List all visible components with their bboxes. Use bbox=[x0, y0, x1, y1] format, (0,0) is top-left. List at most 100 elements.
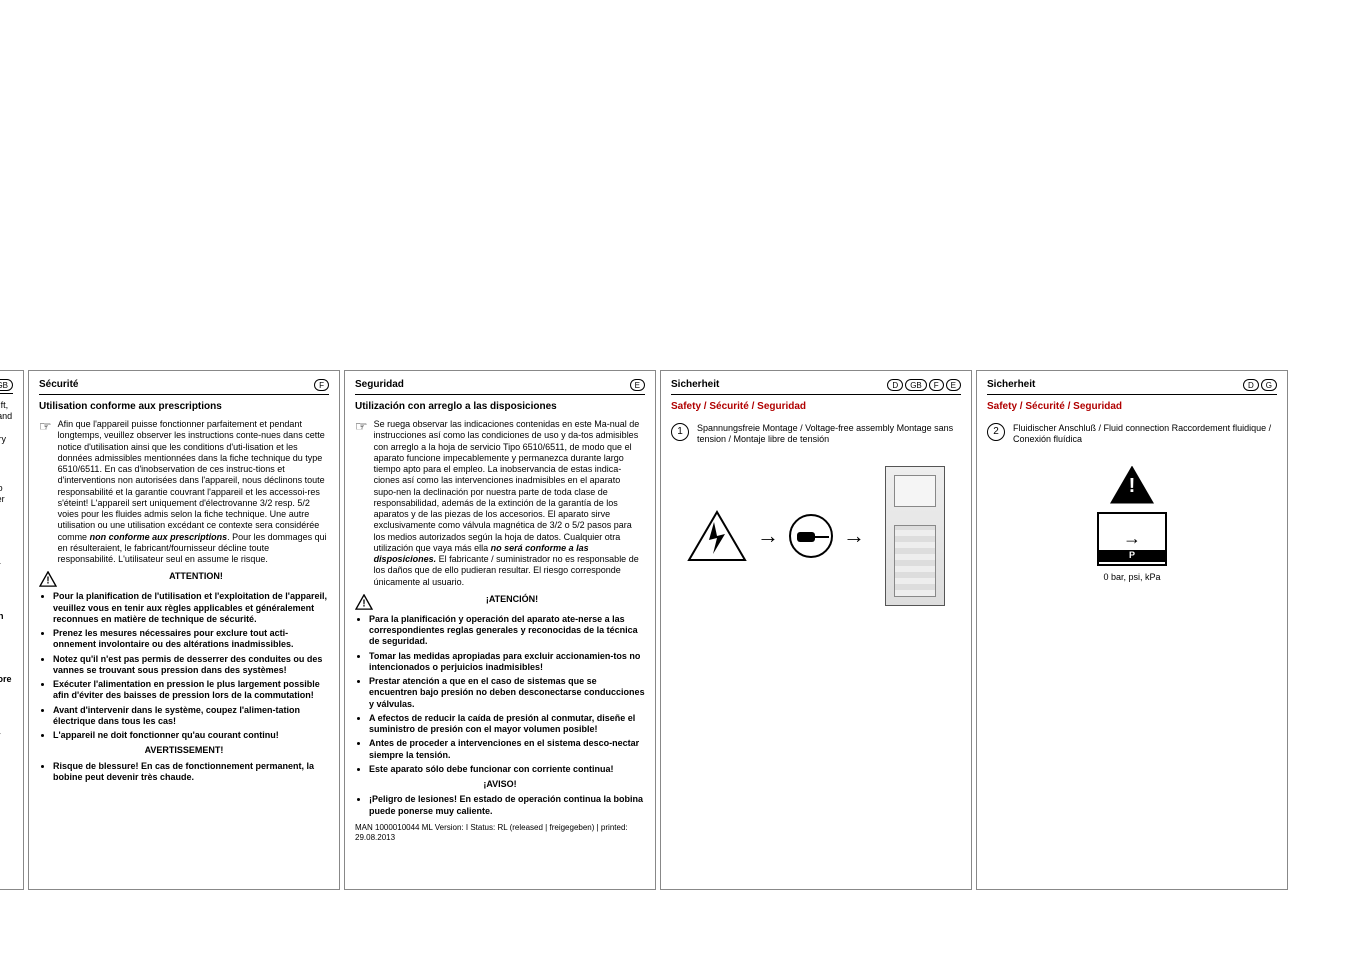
panel-gb-header: GB bbox=[0, 379, 13, 394]
safety1-step: 1 Spannungsfreie Montage / Voltage-free … bbox=[671, 423, 961, 446]
hand-icon: ☞ bbox=[355, 419, 368, 588]
safety2-step: 2 Fluidischer Anschluß / Fluid connectio… bbox=[987, 423, 1277, 446]
panel-es-title: Seguridad bbox=[355, 379, 404, 392]
es-intro-row: ☞ Se ruega observar las indicaciones con… bbox=[355, 419, 645, 588]
arrow-icon: → bbox=[1123, 527, 1141, 550]
gb-attention-title: ATTENTION! bbox=[0, 534, 13, 545]
safety1-pills: D GB F E bbox=[887, 379, 961, 391]
list-item: Tomar las medidas apropiadas para exclui… bbox=[369, 651, 645, 674]
safety2-step-text: Fluidischer Anschluß / Fluid connection … bbox=[1013, 423, 1277, 446]
safety2-header: Sicherheit D G bbox=[987, 379, 1277, 395]
panel-safety-1: Sicherheit D GB F E Safety / Sécurité / … bbox=[660, 370, 972, 890]
gb-warning-title: WARNING! bbox=[0, 714, 13, 725]
list-item: ¡Peligro de lesiones! En estado de opera… bbox=[369, 794, 645, 817]
es-heading: Utilización con arreglo a las disposicio… bbox=[355, 401, 645, 414]
warning-triangle-icon: ! bbox=[355, 594, 373, 610]
gb-attention: ATTENTION! re to observe generally accep… bbox=[0, 534, 13, 741]
panel-fr: Sécurité F Utilisation conforme aux pres… bbox=[28, 370, 340, 890]
fr-warning-list: Risque de blessure! En cas de fonctionne… bbox=[53, 761, 329, 784]
plug-icon bbox=[789, 514, 833, 558]
list-item: Notez qu'il n'est pas permis de desserre… bbox=[53, 654, 329, 677]
safety1-title: Sicherheit bbox=[671, 379, 719, 392]
safety1-illustration: → → bbox=[671, 466, 961, 606]
list-item: Para la planificación y operación del ap… bbox=[369, 614, 645, 648]
panel-gb: GB e the proper function of the device a… bbox=[0, 370, 24, 890]
list-item: Avant d'intervenir dans le système, coup… bbox=[53, 705, 329, 728]
warning-triangle-icon bbox=[1110, 466, 1154, 504]
list-item: Pour la planification de l'utilisation e… bbox=[53, 591, 329, 625]
gauge-caption: 0 bar, psi, kPa bbox=[987, 572, 1277, 583]
fr-bullets: Pour la planification de l'utilisation e… bbox=[53, 591, 329, 741]
lang-pill: GB bbox=[905, 379, 927, 391]
es-intro: Se ruega observar las indicaciones conte… bbox=[374, 419, 645, 588]
safety1-subtitle: Safety / Sécurité / Seguridad bbox=[671, 401, 961, 414]
lang-pill: D bbox=[887, 379, 903, 391]
list-item: re to observe generally accepted safety … bbox=[0, 549, 13, 594]
list-item: Risque de blessure! En cas de fonctionne… bbox=[53, 761, 329, 784]
list-item: Prestar atención a que en el caso de sis… bbox=[369, 676, 645, 710]
gb-body1: e the proper function of the device and … bbox=[0, 400, 13, 479]
panel-row: GB e the proper function of the device a… bbox=[0, 370, 1292, 890]
svg-text:!: ! bbox=[362, 598, 365, 609]
safety1-step-text: Spannungsfreie Montage / Voltage-free as… bbox=[697, 423, 961, 446]
pressure-gauge-icon: → P bbox=[1097, 512, 1167, 566]
fr-intro-row: ☞ Afin que l'appareil puisse fonctionner… bbox=[39, 419, 329, 565]
list-item: s be sure to switch off the voltage supp… bbox=[0, 674, 13, 697]
gb-warning-list: t touch the coil during use as it become… bbox=[0, 730, 13, 741]
es-intro-text: Se ruega observar las indicaciones conte… bbox=[374, 419, 640, 553]
lang-pill: G bbox=[1261, 379, 1277, 391]
gb-bullets: re to observe generally accepted safety … bbox=[0, 549, 13, 710]
list-item: Exécuter l'alimentation en pression le p… bbox=[53, 679, 329, 702]
list-item: t attemp to detach or unscrew any lines … bbox=[0, 611, 13, 634]
panel-es: Seguridad E Utilización con arreglo a la… bbox=[344, 370, 656, 890]
panel-fr-title: Sécurité bbox=[39, 379, 78, 392]
safety2-subtitle: Safety / Sécurité / Seguridad bbox=[987, 401, 1277, 414]
safety2-title: Sicherheit bbox=[987, 379, 1035, 392]
lang-pill-f: F bbox=[314, 379, 329, 391]
es-footer: MAN 1000010044 ML Version: I Status: RL … bbox=[355, 823, 645, 843]
fr-intro-text: Afin que l'appareil puisse fonctionner p… bbox=[58, 419, 325, 542]
list-item: A efectos de reducir la caída de presión… bbox=[369, 713, 645, 736]
device-illustration bbox=[885, 466, 945, 606]
fr-intro-bold: non conforme aux prescriptions bbox=[90, 532, 228, 542]
list-item: Este aparato sólo debe funcionar con cor… bbox=[369, 764, 645, 775]
safety2-illustration: → P 0 bar, psi, kPa bbox=[987, 466, 1277, 583]
es-attention-title: ¡ATENCIÓN! bbox=[379, 594, 645, 605]
warning-triangle-icon: ! bbox=[39, 571, 57, 587]
list-item: Antes de proceder a intervenciones en el… bbox=[369, 738, 645, 761]
fr-attention: ! ATTENTION! Pour la planification de l'… bbox=[39, 571, 329, 783]
fr-warning-title: AVERTISSEMENT! bbox=[39, 745, 329, 756]
es-bullets: Para la planificación y operación del ap… bbox=[369, 614, 645, 775]
arrow-icon: → bbox=[843, 522, 865, 550]
gauge-p-label: P bbox=[1099, 550, 1165, 561]
es-attention: ! ¡ATENCIÓN! Para la planificación y ope… bbox=[355, 594, 645, 817]
gb-body2: s exclusively as a 3/2 or 5/2-way soleno… bbox=[0, 483, 13, 528]
list-item: t touch the coil during use as it become… bbox=[0, 730, 13, 741]
voltage-triangle-icon bbox=[687, 510, 747, 562]
lang-pill: F bbox=[929, 379, 944, 391]
safety2-pills: D G bbox=[1243, 379, 1277, 391]
hand-icon: ☞ bbox=[39, 419, 52, 565]
step-number-1: 1 bbox=[671, 423, 689, 441]
fr-attention-title: ATTENTION! bbox=[63, 571, 329, 582]
lang-pill: D bbox=[1243, 379, 1259, 391]
es-warning-list: ¡Peligro de lesiones! En estado de opera… bbox=[369, 794, 645, 817]
es-warning-title: ¡AVISO! bbox=[355, 779, 645, 790]
list-item: Prenez les mesures nécessaires pour excl… bbox=[53, 628, 329, 651]
lang-pill: E bbox=[946, 379, 961, 391]
arrow-icon: → bbox=[757, 522, 779, 550]
list-item: evice may only be operated by direct cur… bbox=[0, 699, 13, 710]
lang-pill-gb: GB bbox=[0, 379, 13, 391]
gb-body2-text: s exclusively as a 3/2 or 5/2-way soleno… bbox=[0, 483, 5, 516]
lang-pill-e: E bbox=[630, 379, 645, 391]
step-number-2: 2 bbox=[987, 423, 1005, 441]
fr-intro: Afin que l'appareil puisse fonctionner p… bbox=[58, 419, 329, 565]
list-item: ut the pressure supply to have as large … bbox=[0, 637, 13, 671]
fr-heading: Utilisation conforme aux prescriptions bbox=[39, 401, 329, 414]
list-item: t impair the operation of the device. bbox=[0, 597, 13, 608]
safety1-header: Sicherheit D GB F E bbox=[671, 379, 961, 395]
list-item: L'appareil ne doit fonctionner qu'au cou… bbox=[53, 730, 329, 741]
svg-text:!: ! bbox=[46, 576, 49, 587]
panel-fr-header: Sécurité F bbox=[39, 379, 329, 395]
panel-es-header: Seguridad E bbox=[355, 379, 645, 395]
